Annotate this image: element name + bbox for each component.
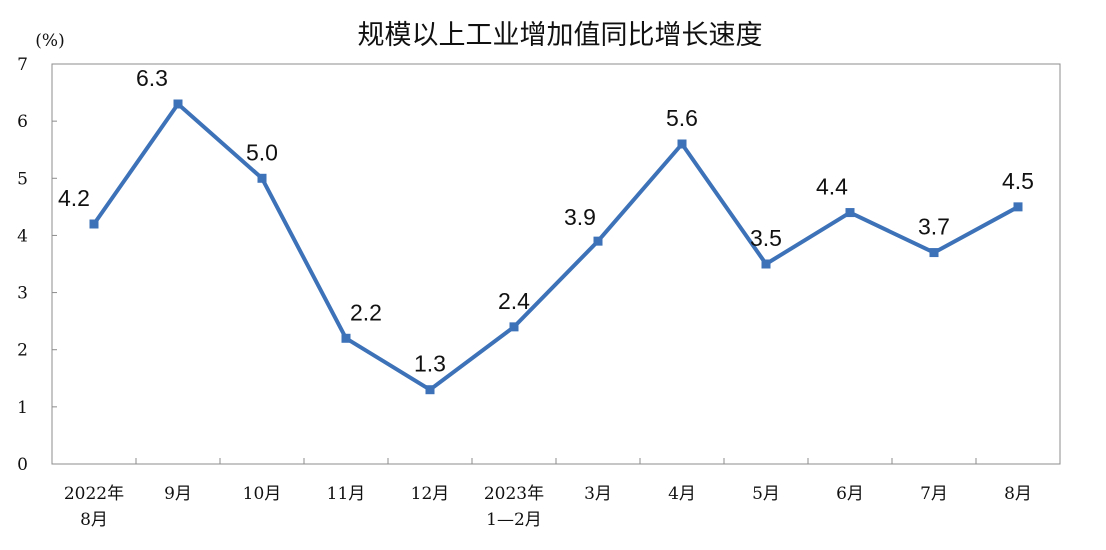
x-tick-label: 8月 — [80, 510, 108, 530]
x-tick-label: 2023年 — [484, 484, 544, 504]
data-label: 3.7 — [918, 214, 950, 240]
y-tick-label: 3 — [17, 284, 28, 304]
data-point — [89, 219, 99, 229]
data-label: 5.0 — [246, 139, 278, 165]
data-point — [761, 259, 771, 269]
x-tick-label: 10月 — [243, 484, 282, 504]
data-label: 3.5 — [750, 225, 782, 251]
data-label: 4.2 — [58, 185, 90, 211]
series-line — [92, 102, 1020, 392]
x-tick-label: 8月 — [1004, 484, 1032, 504]
data-label: 2.4 — [498, 288, 530, 314]
data-label: 4.5 — [1002, 168, 1034, 194]
data-point — [341, 333, 351, 343]
data-label: 2.2 — [350, 299, 382, 325]
y-tick-label: 2 — [17, 341, 28, 361]
data-point — [677, 139, 687, 149]
data-label: 1.3 — [414, 351, 446, 377]
y-tick-label: 1 — [17, 398, 28, 418]
data-label: 4.4 — [816, 174, 848, 200]
y-tick-label: 0 — [17, 455, 28, 475]
chart-title: 规模以上工业增加值同比增长速度 — [358, 20, 763, 51]
x-axis: 2022年 8月 9月 10月 11月 12月 2023年 1—2月 3月 4月 5月 6月 7月 8月 — [64, 458, 1032, 530]
y-tick-label: 7 — [17, 55, 28, 75]
x-tick-label: 9月 — [164, 484, 192, 504]
x-tick-label: 2022年 — [64, 484, 124, 504]
y-axis: 0 1 2 3 4 5 6 7 — [17, 55, 57, 475]
y-axis-unit: (%) — [35, 31, 64, 51]
data-point — [929, 248, 939, 258]
y-tick-label: 6 — [17, 112, 28, 132]
y-tick-label: 4 — [17, 226, 28, 246]
x-tick-label: 5月 — [752, 484, 780, 504]
data-point — [1013, 202, 1023, 212]
data-point — [257, 173, 267, 183]
x-tick-label: 1—2月 — [486, 510, 542, 530]
data-point — [173, 99, 183, 109]
data-point — [593, 236, 603, 246]
series-layer — [89, 99, 1023, 395]
data-label: 5.6 — [666, 105, 698, 131]
data-labels: 4.2 6.3 5.0 2.2 1.3 2.4 3.9 5.6 3.5 4.4 3.7 4.5 — [58, 65, 1034, 377]
y-tick-label: 5 — [17, 169, 28, 189]
x-tick-label: 11月 — [327, 484, 366, 504]
x-tick-label: 4月 — [668, 484, 696, 504]
x-tick-label: 6月 — [836, 484, 864, 504]
data-point — [509, 322, 519, 332]
data-label: 3.9 — [564, 204, 596, 230]
data-label: 6.3 — [136, 65, 168, 91]
data-point — [425, 385, 435, 395]
x-tick-label: 12月 — [411, 484, 450, 504]
x-tick-label: 3月 — [584, 484, 612, 504]
x-tick-label: 7月 — [920, 484, 948, 504]
data-point — [845, 208, 855, 218]
